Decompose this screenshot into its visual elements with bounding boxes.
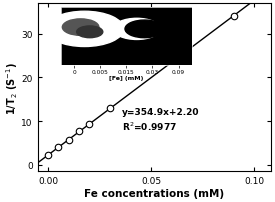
Text: y=354.9x+2.20: y=354.9x+2.20 — [122, 108, 200, 117]
Point — [46, 154, 50, 157]
Point — [67, 138, 71, 142]
X-axis label: Fe concentrations (mM): Fe concentrations (mM) — [84, 188, 224, 198]
Point — [232, 15, 236, 18]
Y-axis label: 1/T$_2$ (S$^{-1}$): 1/T$_2$ (S$^{-1}$) — [4, 62, 20, 114]
Point — [108, 107, 112, 110]
Point — [87, 123, 92, 126]
Text: R$^2$=0.9977: R$^2$=0.9977 — [122, 120, 177, 132]
Point — [77, 130, 81, 133]
Point — [56, 146, 60, 149]
